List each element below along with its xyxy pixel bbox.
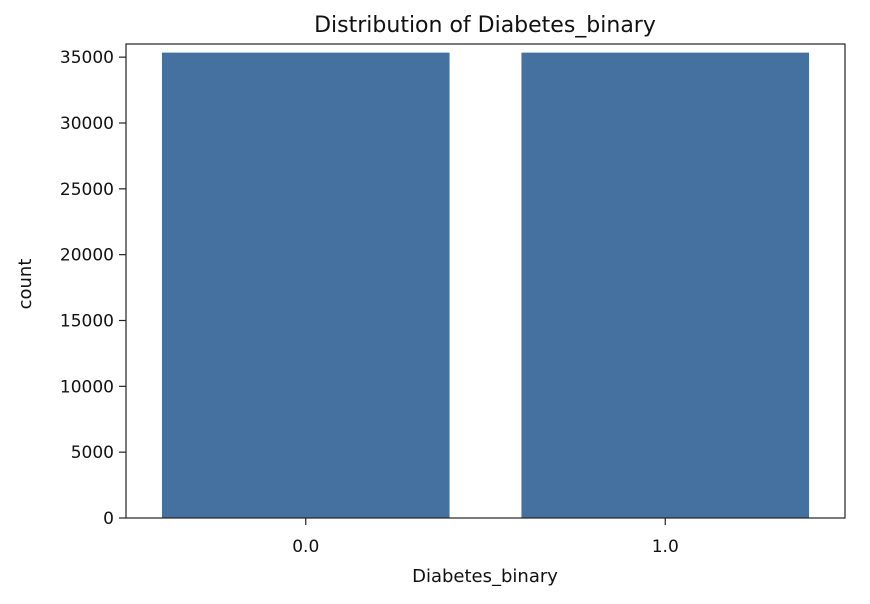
- y-tick-label: 0: [103, 509, 114, 529]
- x-tick-label: 1.0: [652, 537, 679, 557]
- y-tick-label: 35000: [60, 48, 114, 68]
- y-tick-label: 25000: [60, 180, 114, 200]
- chart-title: Distribution of Diabetes_binary: [314, 13, 656, 38]
- bar-0.0: [161, 52, 450, 519]
- y-tick-label: 10000: [60, 377, 114, 397]
- bar-group: [161, 52, 810, 519]
- y-axis-label: count: [15, 259, 36, 310]
- y-tick-label: 5000: [71, 443, 114, 463]
- x-axis-ticks: 0.0 1.0: [292, 518, 679, 557]
- plot-frame: [125, 43, 846, 519]
- x-tick-label: 0.0: [292, 537, 319, 557]
- y-tick-label: 15000: [60, 312, 114, 332]
- x-axis-label: Diabetes_binary: [412, 566, 558, 587]
- bar-1.0: [521, 52, 810, 519]
- y-axis-ticks: 0 5000 10000 15000 20000 25000 30000 35000: [60, 48, 126, 529]
- y-tick-label: 30000: [60, 114, 114, 134]
- y-tick-label: 20000: [60, 246, 114, 266]
